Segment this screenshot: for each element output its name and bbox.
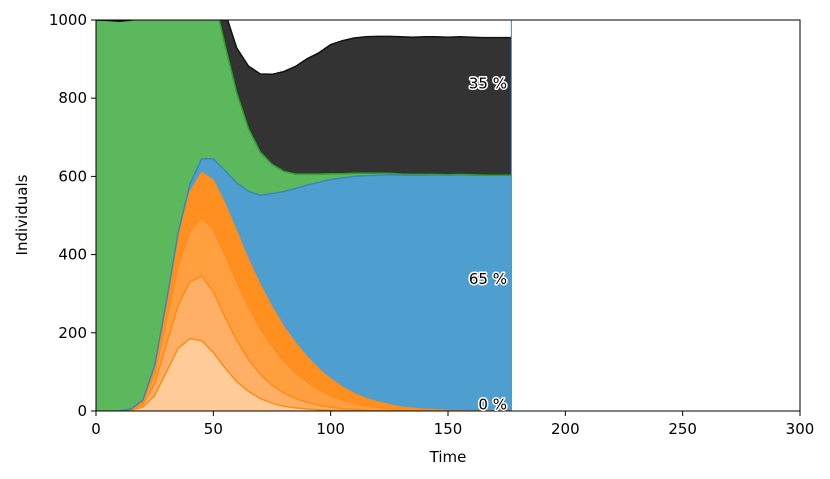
y-tick-label: 0 xyxy=(77,402,87,420)
y-tick-label: 1000 xyxy=(49,11,87,29)
percentage-labels: 35 % 65 % 0 % xyxy=(467,73,508,415)
y-tick-label: 600 xyxy=(58,167,87,185)
y-axis: 0 200 400 600 800 1000 xyxy=(49,11,96,420)
area-series-4 xyxy=(96,158,512,411)
x-tick-label: 250 xyxy=(668,420,697,438)
stacked-areas xyxy=(96,20,512,411)
x-axis-label: Time xyxy=(429,448,467,466)
y-axis-label: Individuals xyxy=(13,174,31,255)
area-series-6 xyxy=(96,20,512,176)
y-tick-label: 200 xyxy=(58,324,87,342)
x-axis: 0 50 100 150 200 250 300 xyxy=(91,411,814,438)
line-series-1 xyxy=(96,275,512,411)
line-series-0 xyxy=(96,337,512,411)
area-series-3 xyxy=(96,172,512,411)
area-series-5 xyxy=(96,20,512,411)
percentage-label: 35 % xyxy=(469,75,507,93)
y-tick-label: 400 xyxy=(58,246,87,264)
percentage-label: 0 % xyxy=(478,395,507,413)
area-series-2 xyxy=(96,217,512,411)
x-tick-label: 200 xyxy=(551,420,580,438)
x-tick-label: 0 xyxy=(91,420,101,438)
line-series-5 xyxy=(96,20,512,176)
x-tick-label: 300 xyxy=(786,420,815,438)
percentage-label: 65 % xyxy=(469,270,507,288)
x-tick-label: 50 xyxy=(204,420,223,438)
y-tick-label: 800 xyxy=(58,89,87,107)
area-series-0 xyxy=(96,338,512,411)
x-tick-label: 150 xyxy=(434,420,463,438)
x-tick-label: 100 xyxy=(316,420,345,438)
line-series-6 xyxy=(96,20,512,76)
area-series-1 xyxy=(96,276,512,411)
